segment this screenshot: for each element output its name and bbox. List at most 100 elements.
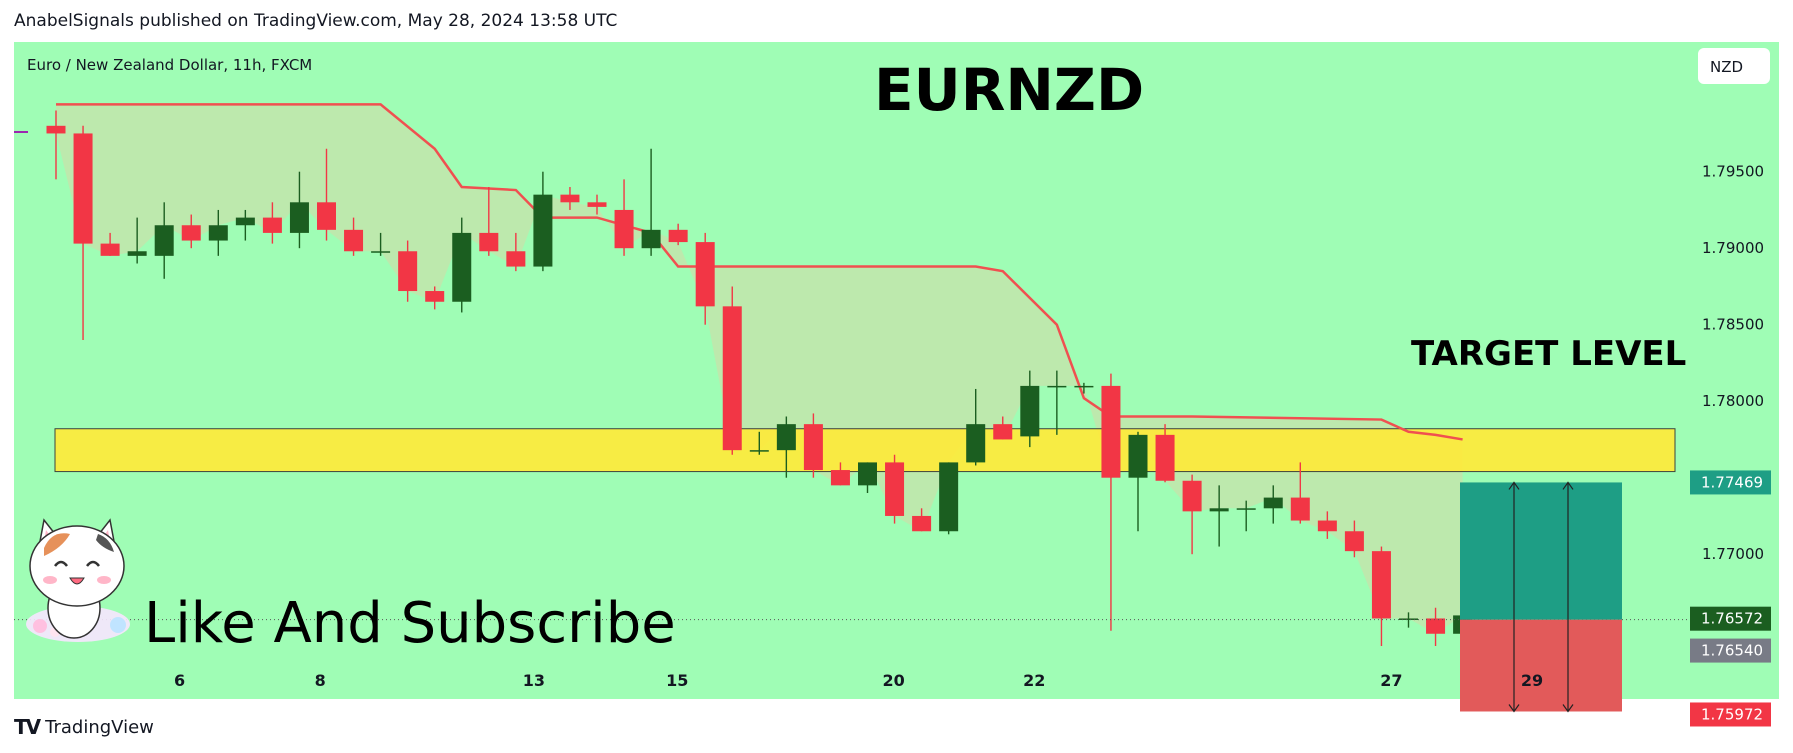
candle-body [235,217,255,226]
candle-body [289,202,309,233]
price-badge-bg [1690,702,1771,727]
candle [1399,612,1418,628]
candle-body [208,225,228,241]
candle [1101,373,1121,631]
candle [1155,424,1175,483]
candle [479,187,499,256]
candle-body [1344,531,1364,552]
candle-body [1236,508,1256,510]
candle [452,217,472,313]
candle [1344,520,1364,558]
profit-zone [1460,482,1622,620]
candle [722,286,742,455]
x-tick-label: 15 [666,671,688,690]
price-badge-text: 1.75972 [1701,705,1763,723]
like-subscribe-text: Like And Subscribe [144,591,676,656]
candle-body [127,251,147,256]
symbol-info: Euro / New Zealand Dollar, 11h, FXCM [27,56,312,74]
candle-body [506,251,526,267]
price-badge-text: 1.77469 [1701,473,1763,491]
candle [1182,474,1202,555]
candle-body [371,251,391,253]
arrow-head-down [1562,704,1574,713]
candle [803,413,823,478]
supertrend-line [56,103,1463,441]
candle [235,209,255,241]
candle [46,110,66,180]
candle [912,508,932,532]
candle [830,462,850,486]
candle [668,223,688,246]
candle-body [1155,434,1175,481]
candle [1128,431,1148,532]
publish-info: AnabelSignals published on TradingView.c… [14,11,618,31]
candle [317,148,336,241]
long-position-tool[interactable] [1460,481,1622,713]
candle-body [587,202,607,207]
cat-sticker-icon [26,518,130,642]
tradingview-logo-icon: TV [14,715,41,739]
x-tick-label: 8 [315,671,326,690]
candle-body [776,424,796,451]
candle-body [181,225,201,241]
currency-label: NZD [1710,58,1743,76]
y-tick-label: 1.79500 [1702,163,1764,181]
candle-body [46,125,66,134]
arrow-head-down [1508,704,1520,713]
supertrend-fill [56,104,1463,634]
candle-body [1317,520,1337,532]
chart-title: EURNZD [874,56,1144,124]
candle [695,232,715,325]
candle-body [262,217,282,233]
candle [1290,462,1310,524]
price-badge: 1.77469 [1690,470,1771,495]
candle [289,171,309,249]
candle-body [695,242,715,307]
candle-body [1047,385,1067,388]
candle-body [533,194,553,267]
candle [262,202,282,244]
tradingview-brand: TradingView [45,716,154,738]
candle-body [668,229,688,243]
candle [993,416,1013,440]
candle-body [1426,618,1446,634]
supertrend-fill-area [56,104,1463,634]
y-tick-label: 1.77000 [1702,545,1764,563]
target-level-label: TARGET LEVEL [1411,334,1686,374]
candle-body [885,462,905,516]
candle-body [1209,508,1229,512]
candle-body [830,470,850,486]
candles [14,110,1690,657]
candle-body [1074,385,1094,388]
candle [587,194,607,215]
price-badge-text: 1.76540 [1701,642,1763,660]
arrow-head-up [1562,481,1574,490]
candle-body [939,462,959,532]
candle [749,431,769,455]
y-tick-label: 1.78000 [1702,392,1764,410]
tradingview-footer[interactable]: TV TradingView [14,715,154,739]
price-badge-bg [1690,470,1771,495]
candle [776,416,796,478]
candle-body [1182,480,1202,512]
candle [1263,485,1283,524]
candle [1426,607,1446,646]
candle-body [479,232,499,252]
candle-body [641,229,661,249]
candle [208,209,228,256]
candle-body [1128,434,1148,478]
candle-body [73,133,93,244]
candle-body [560,194,580,203]
candle [1209,485,1229,547]
arrow-head-up [1508,481,1520,490]
loss-zone [1460,619,1622,712]
candle [1047,370,1067,435]
currency-badge[interactable]: NZD [1698,48,1770,84]
candle [154,202,174,279]
x-tick-label: 29 [1521,671,1543,690]
candle [1236,500,1256,532]
x-tick-label: 13 [523,671,545,690]
candle-body [966,424,986,463]
candle [885,454,905,524]
